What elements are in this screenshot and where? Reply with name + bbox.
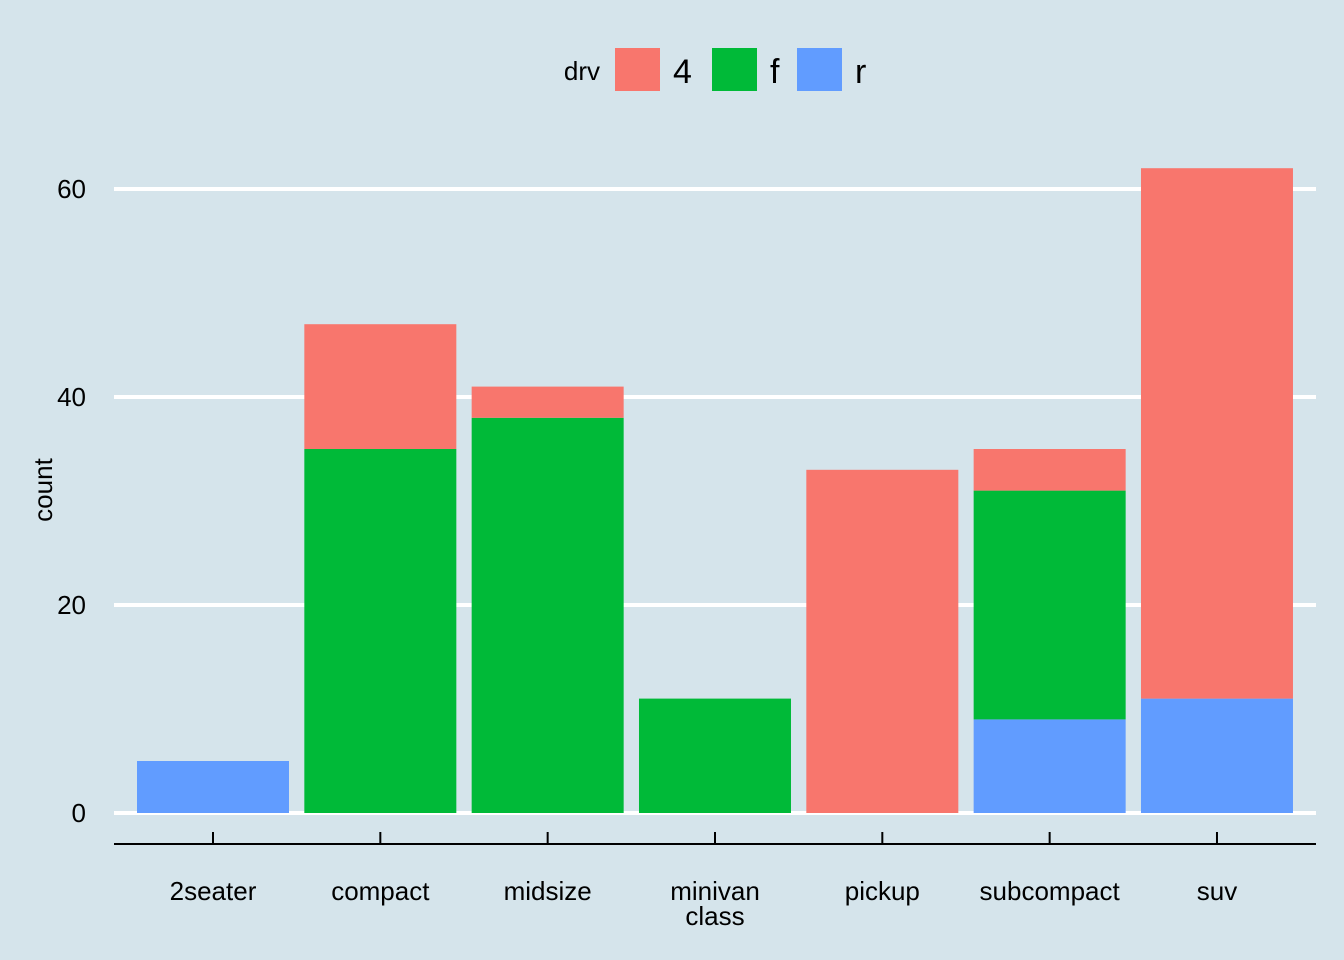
legend-key-f (712, 48, 757, 91)
legend-label-r: r (855, 53, 866, 91)
x-tick-label-midsize: midsize (504, 876, 592, 906)
y-axis-ticks: 0 20 40 60 (57, 174, 86, 828)
bar-midsize-4 (471, 386, 624, 418)
x-tick-label-subcompact: subcompact (980, 876, 1121, 906)
y-tick-label-0: 0 (72, 798, 86, 828)
bar-suv-r (1140, 698, 1293, 813)
x-tick-label-suv: suv (1197, 876, 1237, 906)
legend-title: drv (564, 56, 600, 86)
legend-label-4: 4 (673, 53, 692, 91)
y-tick-label-60: 60 (57, 174, 86, 204)
y-axis-title: count (28, 457, 58, 521)
y-tick-label-40: 40 (57, 382, 86, 412)
bar-suv-4 (1140, 168, 1293, 699)
x-tick-label-2seater: 2seater (170, 876, 257, 906)
legend-key-r (797, 48, 842, 91)
bar-compact-f (304, 449, 457, 813)
bar-minivan-f (638, 698, 791, 813)
x-tick-label-minivan: minivan (670, 876, 760, 906)
x-tick-label-pickup: pickup (845, 876, 920, 906)
x-axis-ticks: 2seater compact midsize minivan pickup subcom… (170, 832, 1237, 906)
x-tick-label-compact: compact (331, 876, 430, 906)
legend-label-f: f (770, 53, 780, 91)
bar-subcompact-r (973, 719, 1126, 813)
bar-subcompact-4 (973, 449, 1126, 491)
bar-compact-4 (304, 324, 457, 449)
y-tick-label-20: 20 (57, 590, 86, 620)
legend-key-4 (615, 48, 660, 91)
bar-midsize-f (471, 417, 624, 813)
legend: drv 4 f r (564, 48, 866, 91)
bar-subcompact-f (973, 490, 1126, 720)
x-axis-title: class (685, 901, 744, 931)
bars (137, 168, 1293, 813)
bar-2seater-r (137, 761, 289, 813)
bar-pickup-4 (806, 469, 959, 813)
